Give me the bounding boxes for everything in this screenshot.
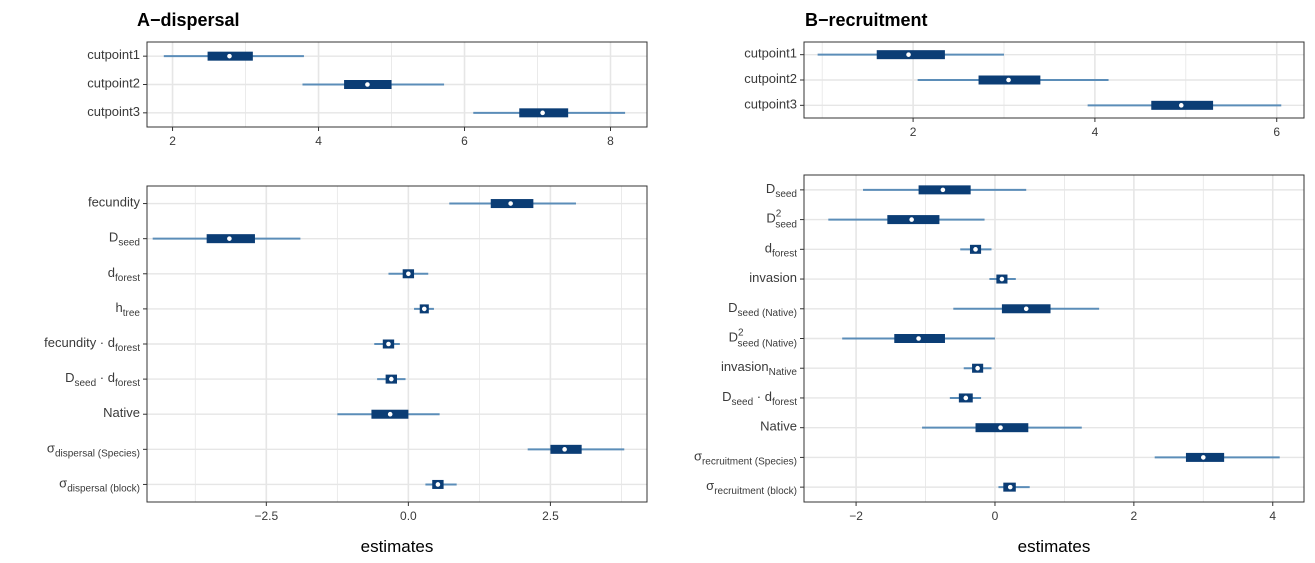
point-estimate — [973, 364, 982, 373]
x-tick-label: 4 — [1269, 509, 1276, 523]
point-estimate — [938, 185, 947, 194]
y-tick-label: fecundity — [88, 195, 141, 210]
y-tick-label: Dseed (Native)​ — [728, 300, 797, 318]
y-tick-label: cutpoint1 — [87, 48, 140, 63]
x-tick-label: 0.0 — [400, 509, 417, 523]
y-tick-label: σdispersal (Species)​ — [47, 441, 140, 459]
point-estimate — [914, 334, 923, 343]
point-estimate — [363, 80, 372, 89]
point-estimate — [387, 375, 396, 384]
x-axis-title: estimates — [1018, 537, 1091, 556]
point-estimate — [1177, 101, 1186, 110]
x-tick-label: 8 — [607, 134, 614, 148]
y-tick-label: htree​ — [116, 300, 141, 318]
point-estimate — [907, 215, 916, 224]
x-tick-label: 4 — [315, 134, 322, 148]
point-estimate — [961, 393, 970, 403]
x-tick-label: −2 — [849, 509, 863, 523]
point-estimate — [506, 199, 515, 208]
point-estimate — [560, 445, 569, 454]
point-estimate — [904, 50, 913, 59]
point-estimate — [384, 339, 393, 349]
panel-a-title: A−dispersal — [137, 10, 240, 30]
x-axis-title: estimates — [361, 537, 434, 556]
point-estimate — [996, 423, 1005, 432]
y-tick-label: dforest​ — [765, 241, 797, 259]
y-tick-label: invasion — [749, 270, 797, 285]
y-tick-label: Native — [760, 419, 797, 434]
point-estimate — [386, 410, 395, 419]
y-tick-label: dforest​ — [108, 265, 140, 283]
panel-b-cutpoints-chart: cutpoint1 cutpoint2 cutpoint3 2 4 6 — [744, 41, 1305, 139]
x-tick-label: −2.5 — [254, 509, 278, 523]
point-estimate — [1022, 304, 1031, 313]
y-tick-label: Dseed​ — [109, 230, 140, 248]
point-estimate — [225, 234, 234, 243]
point-estimate — [971, 245, 980, 254]
x-tick-label: 2 — [169, 134, 176, 148]
y-tick-label: invasionNative​ — [721, 360, 797, 378]
panel-b-title: B−recruitment — [805, 10, 928, 30]
y-tick-label: cutpoint2 — [744, 71, 797, 86]
y-tick-label: cutpoint1 — [744, 46, 797, 61]
y-tick-label: Dseed​ — [766, 181, 797, 199]
x-tick-label: 4 — [1092, 125, 1099, 139]
point-estimate — [404, 269, 413, 278]
point-estimate — [997, 274, 1007, 284]
point-estimate — [225, 52, 234, 61]
y-tick-label: σrecruitment (Species)​ — [694, 449, 797, 467]
x-tick-label: 0 — [992, 509, 999, 523]
point-estimate — [420, 304, 429, 313]
point-estimate — [538, 108, 547, 117]
x-tick-label: 2 — [1131, 509, 1138, 523]
y-tick-label: σdispersal (block)​ — [59, 476, 140, 494]
y-tick-label: Native — [103, 406, 140, 421]
panel-a-effects-chart: fecundity Dseed​ dforest​ htree​ fecundity ·… — [44, 185, 648, 556]
panel-a-cutpoints-chart: cutpoint1 cutpoint2 cutpoint3 2 4 6 8 — [87, 41, 648, 148]
x-tick-label: 6 — [1273, 125, 1280, 139]
point-estimate — [1006, 483, 1015, 492]
y-tick-label: Dseed​ · dforest​ — [65, 371, 140, 389]
y-tick-label: cutpoint3 — [87, 104, 140, 119]
y-tick-label: fecundity · dforest​ — [44, 335, 140, 353]
y-tick-label: σrecruitment (block)​ — [706, 479, 797, 497]
y-tick-label: Dseed​ · dforest​ — [722, 389, 797, 407]
x-tick-label: 2.5 — [542, 509, 559, 523]
point-estimate — [1199, 453, 1208, 462]
point-estimate — [433, 480, 443, 489]
x-tick-label: 6 — [461, 134, 468, 148]
y-tick-label: cutpoint2 — [87, 76, 140, 91]
y-tick-label: cutpoint3 — [744, 97, 797, 112]
x-tick-label: 2 — [910, 125, 917, 139]
point-estimate — [1004, 75, 1013, 85]
